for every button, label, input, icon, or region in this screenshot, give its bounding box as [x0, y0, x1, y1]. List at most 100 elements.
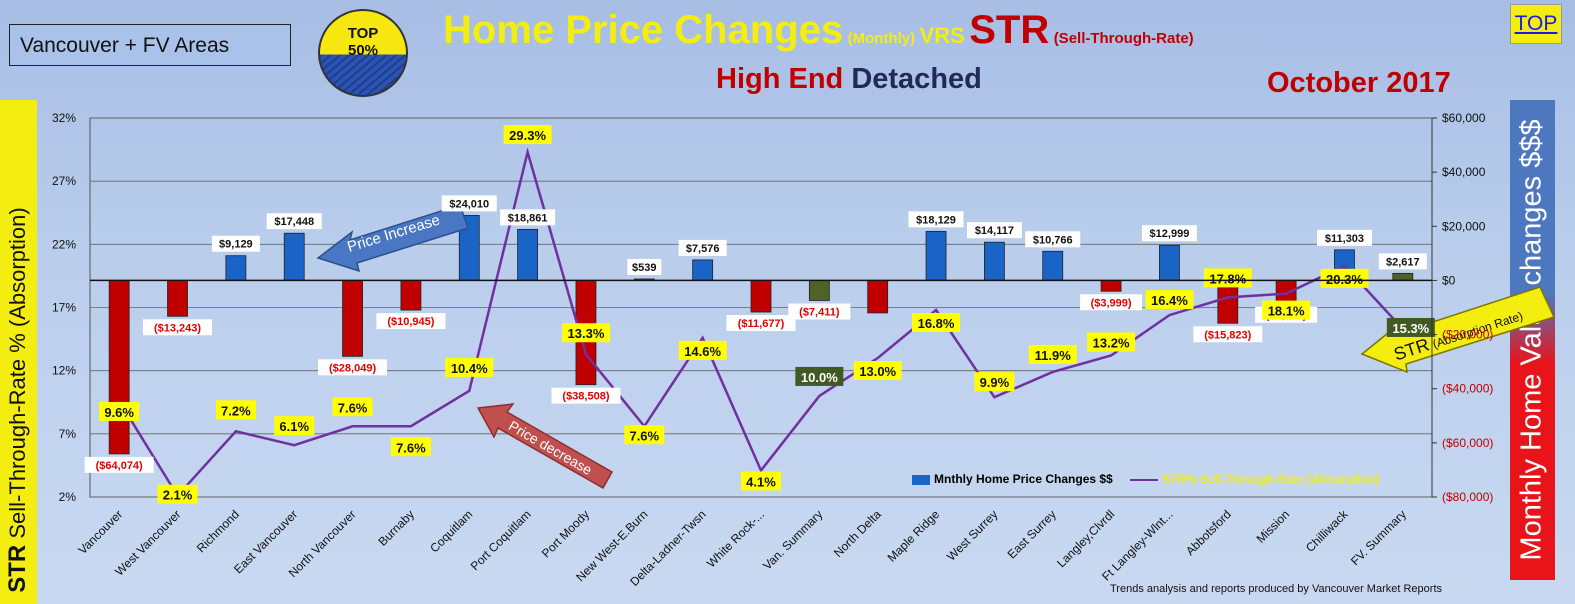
str-label: 13.3% [568, 326, 605, 341]
bar-label-bg [1025, 231, 1081, 248]
title-part2-small: (Sell-Through-Rate) [1053, 30, 1194, 47]
bar [692, 259, 714, 281]
category-label: Port Coquitlam [468, 507, 534, 573]
str-label-bg [741, 471, 781, 491]
bar-label-bg [966, 222, 1022, 239]
bar-label: ($64,074) [96, 460, 143, 472]
str-label: 29.3% [509, 128, 546, 143]
bar [225, 255, 247, 281]
bar-label: $17,448 [274, 216, 314, 228]
bar-label: ($13,243) [154, 322, 201, 334]
right-tick-label: $0 [1442, 273, 1456, 287]
bar [1392, 272, 1414, 281]
str-label: 4.1% [746, 474, 776, 489]
str-series-line [118, 147, 1404, 498]
axes: 2% 7% 12% 17% 22% 27% 32% ($80,000) ($60,000) ($4… [52, 111, 1493, 589]
category-label: Burnaby [376, 507, 418, 549]
str-label-bg [1320, 268, 1369, 288]
main-title: Home Price Changes (Monthly) VRS STR (Se… [443, 8, 1194, 53]
category-label: East Surrey [1005, 507, 1059, 561]
footnote: Trends analysis and reports produced by … [1110, 583, 1442, 595]
str-label-bg [561, 323, 610, 343]
str-label-bg [99, 401, 140, 421]
bar-label: ($3,999) [1091, 297, 1132, 309]
category-label: Richmond [194, 507, 242, 555]
title-vrs: VRS [919, 23, 965, 48]
str-label: 17.8% [1209, 271, 1246, 286]
str-label: 16.8% [918, 316, 955, 331]
category-label: West Surrey [944, 507, 1000, 563]
category-label: White Rock-... [704, 507, 767, 570]
price-decrease-arrow: Price decrease [476, 403, 614, 490]
str-label: 7.6% [629, 428, 659, 443]
bar [167, 280, 188, 317]
right-axis-band: Monthly Home Value changes $$$ [1510, 100, 1555, 580]
str-label-bg [390, 437, 431, 457]
left-tick-label: 2% [59, 490, 77, 504]
str-label: 7.6% [396, 440, 426, 455]
bar [808, 280, 830, 301]
bar-label-bg [627, 258, 662, 275]
str-label-bg [1203, 268, 1252, 288]
left-axis-band: STR Sell-Through-Rate % (Absorption) [0, 100, 37, 604]
sub-title: High End Detached [716, 63, 982, 96]
left-tick-label: 32% [52, 111, 76, 125]
str-label-bg [974, 372, 1015, 392]
str-label-bg [215, 400, 256, 420]
right-tick-label: ($40,000) [1442, 382, 1493, 396]
title-part1-small: (Monthly) [847, 30, 916, 47]
str-label: 10.0% [801, 370, 838, 385]
str-label: 2.1% [163, 488, 193, 503]
str-label: 18.1% [1268, 304, 1305, 319]
data-labels: ($64,074) ($13,243) $9,129 $17,448 ($28,049)… [84, 125, 1435, 504]
str-label: 13.2% [1093, 336, 1130, 351]
bar-label: $18,129 [916, 214, 956, 226]
str-label-bg [678, 340, 727, 360]
bar-label: $11,303 [1325, 233, 1364, 245]
bar [1159, 244, 1180, 281]
category-label: Langley,Clvrdl [1054, 507, 1117, 570]
bar-label: $7,576 [686, 243, 720, 255]
right-tick-label: $60,000 [1442, 111, 1486, 125]
sub-title-b: Detached [851, 63, 982, 95]
str-label-bg [853, 361, 902, 381]
bar-label: ($7,411) [799, 306, 840, 318]
str-label-bg [1087, 332, 1136, 352]
bar-label: $24,010 [449, 198, 489, 210]
bar-label-bg [376, 313, 446, 330]
right-tick-label: $40,000 [1442, 165, 1486, 179]
left-tick-label: 12% [52, 364, 76, 378]
category-label: Coquitlam [427, 507, 475, 555]
category-label: Chilliwack [1303, 507, 1351, 555]
right-tick-label: ($60,000) [1442, 436, 1493, 450]
str-label: 15.3% [1392, 321, 1429, 336]
category-label: Port Moody [539, 507, 592, 560]
bar-label-bg [1378, 253, 1427, 270]
badge-text: TOP 50% [320, 25, 406, 59]
str-label-bg [912, 313, 961, 333]
bar-label-bg [500, 209, 556, 226]
str-label-bg [1145, 290, 1194, 310]
bar [983, 241, 1005, 281]
category-label: FV. Summary [1348, 507, 1409, 568]
left-tick-label: 7% [59, 427, 77, 441]
bar-label-bg [788, 303, 851, 320]
str-label: 7.6% [338, 400, 368, 415]
str-label-bg [274, 416, 315, 436]
bar [1100, 280, 1122, 292]
bar [867, 280, 889, 314]
bar-label-bg [318, 359, 388, 376]
bar [108, 280, 130, 455]
bar-label-bg [211, 235, 260, 252]
str-label-bg [157, 484, 198, 504]
category-label: Maple Ridge [885, 507, 943, 565]
badge-line2: 50% [347, 42, 379, 59]
bar-label-bg [1141, 225, 1197, 242]
bar-label: ($15,823) [1204, 329, 1251, 341]
legend-bar-swatch [912, 474, 930, 485]
legend-line-label: STR% Sell-Through-Rate (Absorption) [1162, 472, 1380, 486]
bar-label: $12,999 [1150, 228, 1190, 240]
top-link[interactable]: TOP [1510, 4, 1562, 44]
str-label-bg [332, 397, 373, 417]
price-decrease-label: Price decrease [506, 417, 595, 478]
